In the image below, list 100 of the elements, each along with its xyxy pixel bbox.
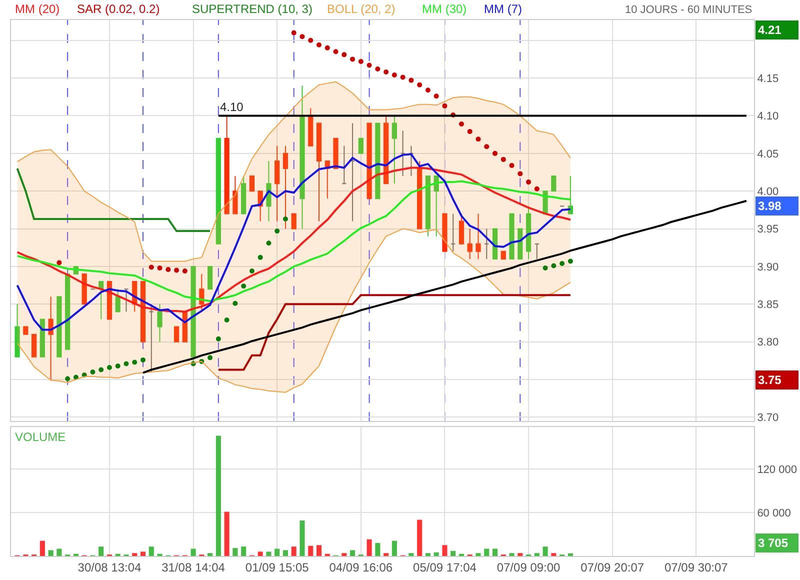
text: 3 705 [758,536,788,550]
candlestick [282,145,288,230]
bar [375,542,380,556]
bar [342,553,347,556]
bar [476,553,481,556]
annotation: 4.10 [220,100,244,114]
bar [492,548,498,556]
candlestick [467,228,472,260]
bar [132,553,138,556]
bar [216,436,221,556]
text: MM (7) [484,2,522,16]
y-tick-label: 4.00 [757,186,779,198]
text: 4.21 [758,23,782,37]
text: 3.75 [758,373,782,387]
text: MM (30) [422,2,467,16]
x-tick-label: 07/09 20:07 [580,560,644,574]
bar [518,553,523,556]
bar [274,548,280,556]
y-tick-label: 3.90 [757,261,779,274]
candlestick [232,176,238,214]
text: 3.98 [758,199,782,213]
y-tick-label: 4.15 [757,72,779,85]
x-tick-label: 01/09 15:05 [245,560,310,574]
x-tick-label: 04/09 16:06 [329,560,393,574]
candlestick [400,130,406,177]
bar [442,545,448,556]
line-series [16,228,571,393]
candlestick [458,213,464,244]
bar [417,520,422,556]
line-series [16,153,572,331]
candlestick [384,115,389,184]
candlestick [14,304,20,358]
bar [291,546,296,556]
x-tick-label: 31/08 14:04 [162,560,226,574]
candlestick [174,326,180,342]
y-tick-label: 60 000 [757,507,791,520]
candlestick [316,122,322,222]
text: SUPERTREND (10, 3) [192,2,312,16]
line-series [16,166,572,313]
bar [241,546,246,556]
line-series [217,294,572,371]
bar [148,546,154,556]
y-tick-label: 3.85 [757,299,779,312]
candlestick [366,122,372,200]
bar [232,548,238,556]
bar [384,553,389,556]
candlestick [333,138,338,169]
y-tick-label: 3.95 [757,224,779,236]
bar [509,553,514,556]
bar [48,550,54,556]
line-series [16,81,571,262]
bar [551,553,556,556]
bar [484,548,490,556]
text: SAR (0.02, 0.2) [77,2,160,16]
x-tick-label: 07/09 30:07 [664,560,728,574]
bar [258,552,263,556]
candlestick [291,213,296,230]
text: MM (20) [15,2,60,16]
candlestick [274,145,280,222]
candlestick [216,138,221,244]
y-tick-label: 3.80 [757,336,779,349]
bar [366,539,372,556]
bar [208,553,213,556]
bar [434,552,439,556]
x-tick-label: 07/09 09:00 [496,560,561,574]
chart-title: VOLUME [15,430,66,444]
line-series [16,180,572,302]
bar [568,553,573,556]
bar [140,552,146,556]
bar [98,546,104,556]
bar [224,512,230,556]
candlestick [417,160,422,230]
bar [450,550,456,556]
candlestick [500,250,506,260]
bar [190,548,196,556]
x-tick-label: 30/08 13:04 [78,560,142,574]
candlestick [425,176,431,237]
candlestick [434,176,439,237]
candlestick [249,176,255,192]
candlestick [23,326,28,335]
y-tick-label: 3.70 [757,412,779,424]
bar [408,553,414,556]
candlestick [476,213,481,260]
bar [392,540,397,556]
bar [300,520,305,556]
chart-subtitle: 10 JOURS - 60 MINUTES [625,4,752,16]
x-tick-label: 05/09 17:04 [413,560,477,574]
bar [316,545,322,556]
candlestick [442,213,448,252]
candlestick [568,176,573,214]
bar [425,553,430,556]
candlestick [140,281,146,342]
text: BOLL (20, 2) [327,2,396,16]
bar [40,540,45,556]
bar [266,552,272,556]
candlestick [32,334,37,358]
bar [282,550,288,556]
line-series [142,200,748,374]
candlestick [199,274,204,312]
y-tick-label: 4.05 [757,148,779,160]
